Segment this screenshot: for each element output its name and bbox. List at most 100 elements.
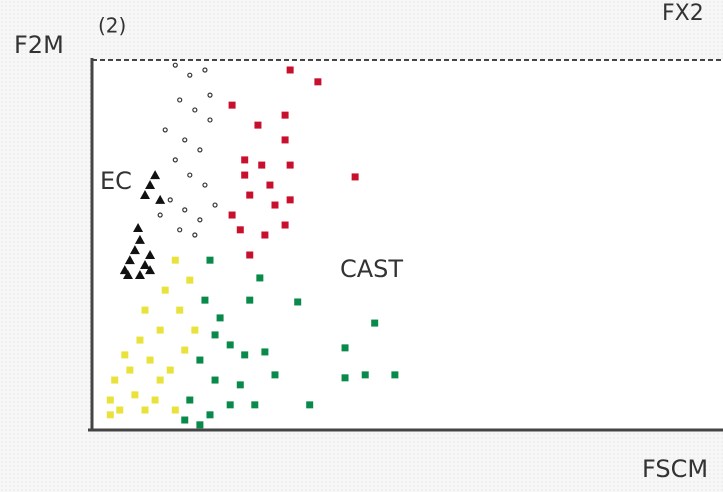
point <box>207 92 213 98</box>
point <box>126 366 134 374</box>
point <box>111 376 119 384</box>
point <box>140 259 151 269</box>
point <box>236 226 244 234</box>
point <box>391 371 399 379</box>
point <box>202 182 208 188</box>
point <box>155 194 166 204</box>
point <box>187 72 193 78</box>
point <box>286 161 294 169</box>
point <box>172 62 178 68</box>
point <box>197 217 203 223</box>
point <box>196 356 204 364</box>
point <box>157 212 163 218</box>
point <box>197 147 203 153</box>
point <box>246 296 254 304</box>
point <box>151 396 159 404</box>
point <box>196 421 204 429</box>
point <box>166 366 174 374</box>
point <box>241 156 249 164</box>
point <box>156 376 164 384</box>
annotation: CAST <box>340 255 403 283</box>
point <box>191 326 199 334</box>
point <box>177 227 183 233</box>
point <box>228 211 236 219</box>
point <box>145 180 156 190</box>
point <box>228 101 236 109</box>
point <box>146 356 154 364</box>
point <box>271 201 279 209</box>
point <box>150 170 161 180</box>
point <box>211 331 219 339</box>
point <box>236 381 244 389</box>
point <box>181 346 189 354</box>
point <box>161 286 169 294</box>
point <box>371 319 379 327</box>
point <box>256 274 264 282</box>
point <box>261 231 269 239</box>
point <box>106 396 114 404</box>
point <box>207 117 213 123</box>
point <box>341 374 349 382</box>
point <box>172 157 178 163</box>
point <box>116 406 124 414</box>
point <box>131 391 139 399</box>
point <box>140 190 151 200</box>
point <box>286 66 294 74</box>
point <box>206 411 214 419</box>
point <box>141 306 149 314</box>
point <box>136 336 144 344</box>
corner-label: FX2 <box>662 1 704 26</box>
point <box>177 97 183 103</box>
point <box>182 207 188 213</box>
point <box>254 121 262 129</box>
point <box>258 161 266 169</box>
point <box>141 406 149 414</box>
point <box>167 197 173 203</box>
point <box>134 269 145 279</box>
y-axis-label: F2M <box>14 31 64 59</box>
point <box>192 232 198 238</box>
point <box>351 173 359 181</box>
panel-label: (2) <box>98 14 126 38</box>
point <box>182 137 188 143</box>
point <box>133 222 144 232</box>
point <box>286 196 294 204</box>
point <box>181 416 189 424</box>
point <box>186 396 194 404</box>
point <box>176 306 184 314</box>
point <box>246 251 254 259</box>
plot-area <box>92 60 723 430</box>
point <box>187 172 193 178</box>
point <box>156 326 164 334</box>
point <box>162 127 168 133</box>
point <box>341 344 349 352</box>
point <box>361 371 369 379</box>
point <box>306 401 314 409</box>
point <box>202 67 208 73</box>
point <box>241 351 249 359</box>
point <box>226 341 234 349</box>
point <box>124 255 135 265</box>
point <box>294 298 302 306</box>
point <box>211 376 219 384</box>
point <box>145 265 156 275</box>
point <box>266 181 274 189</box>
point <box>216 314 224 322</box>
point <box>281 221 289 229</box>
point <box>121 351 129 359</box>
point <box>171 406 179 414</box>
point <box>186 276 194 284</box>
point <box>201 296 209 304</box>
point <box>241 171 249 179</box>
point <box>226 401 234 409</box>
point <box>281 111 289 119</box>
point <box>246 191 254 199</box>
point <box>171 256 179 264</box>
point <box>212 202 218 208</box>
x-axis-label: FSCM <box>642 455 708 483</box>
point <box>145 249 156 259</box>
point <box>206 256 214 264</box>
point <box>134 234 145 244</box>
